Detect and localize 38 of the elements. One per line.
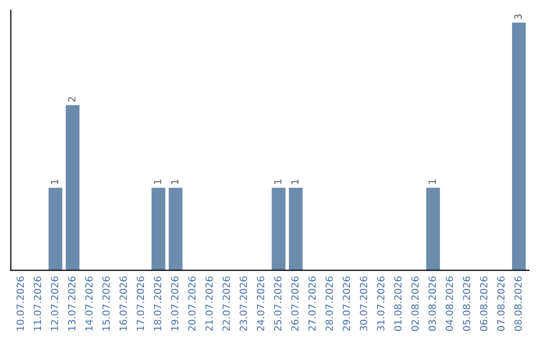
data-label: 1 xyxy=(171,180,178,184)
x-tick-label: 02.08.2026 xyxy=(411,276,419,331)
x-tick-label: 11.07.2026 xyxy=(34,276,42,330)
x-tick-label: 14.07.2026 xyxy=(85,276,93,330)
x-tick-label: 03.08.2026 xyxy=(428,276,436,331)
x-tick-label: 31.07.2026 xyxy=(377,276,384,331)
x-tick-label: 06.08.2026 xyxy=(480,276,488,331)
x-tick-label: 10.07.2026 xyxy=(16,276,24,330)
data-label: 1 xyxy=(154,180,162,184)
x-tick-label: 27.07.2026 xyxy=(308,276,316,331)
x-tick-label: 08.08.2026 xyxy=(514,276,522,331)
x-tick-label: 04.08.2026 xyxy=(446,276,454,331)
x-tick-label: 21.07.2026 xyxy=(205,276,213,331)
x-tick-label: 22.07.2026 xyxy=(222,276,230,331)
data-label: 1 xyxy=(291,180,298,184)
x-tick-label: 23.07.2026 xyxy=(240,276,248,331)
x-tick-label: 20.07.2026 xyxy=(188,276,196,331)
x-tick-label: 29.07.2026 xyxy=(342,276,350,331)
data-label: 3 xyxy=(514,14,522,20)
x-tick-label: 12.07.2026 xyxy=(50,276,58,330)
x-tick-label: 01.08.2026 xyxy=(394,276,402,331)
x-tick-label: 16.07.2026 xyxy=(120,276,127,330)
x-tick-label: 25.07.2026 xyxy=(274,276,282,331)
x-tick-label: 15.07.2026 xyxy=(102,276,110,330)
x-tick-label: 18.07.2026 xyxy=(154,276,162,330)
data-label: 2 xyxy=(68,97,76,102)
x-tick-label: 19.07.2026 xyxy=(171,276,178,330)
data-label: 1 xyxy=(428,180,436,184)
x-tick-label: 24.07.2026 xyxy=(256,276,264,331)
x-tick-label: 05.08.2026 xyxy=(462,276,470,331)
data-label: 1 xyxy=(274,180,282,184)
x-tick-label: 26.07.2026 xyxy=(291,276,299,331)
x-tick-label: 30.07.2026 xyxy=(360,276,368,331)
data-label: 1 xyxy=(51,180,58,184)
x-tick-label: 13.07.2026 xyxy=(68,276,76,330)
x-tick-label: 17.07.2026 xyxy=(136,276,144,330)
x-tick-label: 28.07.2026 xyxy=(326,276,333,331)
x-tick-label: 07.08.2026 xyxy=(497,276,505,331)
